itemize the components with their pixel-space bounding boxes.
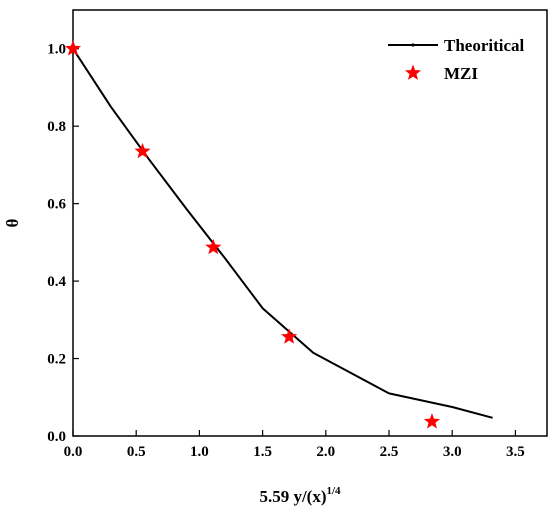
x-tick-label: 3.0 xyxy=(443,444,462,460)
y-axis-title: θ xyxy=(3,218,22,227)
x-tick-label: 3.5 xyxy=(506,444,525,460)
legend-line-marker xyxy=(411,43,415,47)
plot-frame xyxy=(72,9,548,437)
y-tick-label: 0.4 xyxy=(47,274,66,290)
data-point-star xyxy=(423,413,441,429)
data-point-star xyxy=(281,328,298,344)
data-point-star xyxy=(64,40,82,56)
plot-series xyxy=(64,40,493,429)
data-point-star xyxy=(134,142,151,159)
x-tick-label: 0.5 xyxy=(127,444,146,460)
x-axis-title-main: 5.59 y/(x) xyxy=(259,487,326,506)
axis-ticks: 0.0 0.5 1.0 1.5 2.0 2.5 3.0 3.5 0.0 0.2 0.4 0.6 0.8 1… xyxy=(47,42,525,460)
x-tick-label: 0.0 xyxy=(64,444,83,460)
legend-label-mzi: MZI xyxy=(444,64,478,83)
axes xyxy=(72,9,548,437)
y-tick-label: 1.0 xyxy=(47,42,66,58)
x-axis-title: 5.59 y/(x)1/4 xyxy=(259,485,341,506)
legend: Theoritical MZI xyxy=(388,36,525,83)
x-tick-label: 2.5 xyxy=(380,444,399,460)
y-tick-label: 0.2 xyxy=(47,352,66,368)
x-tick-label: 2.0 xyxy=(316,444,335,460)
y-tick-label: 0.8 xyxy=(47,119,66,135)
series-line-0 xyxy=(72,48,493,419)
y-tick-label: 0.0 xyxy=(47,429,66,445)
x-axis-title-superscript: 1/4 xyxy=(326,485,341,497)
x-tick-label: 1.0 xyxy=(190,444,209,460)
y-tick-label: 0.6 xyxy=(47,197,66,213)
x-tick-label: 1.5 xyxy=(253,444,272,460)
data-point-star xyxy=(205,238,222,255)
legend-star-swatch xyxy=(404,64,422,80)
legend-label-theoritical: Theoritical xyxy=(444,36,525,55)
